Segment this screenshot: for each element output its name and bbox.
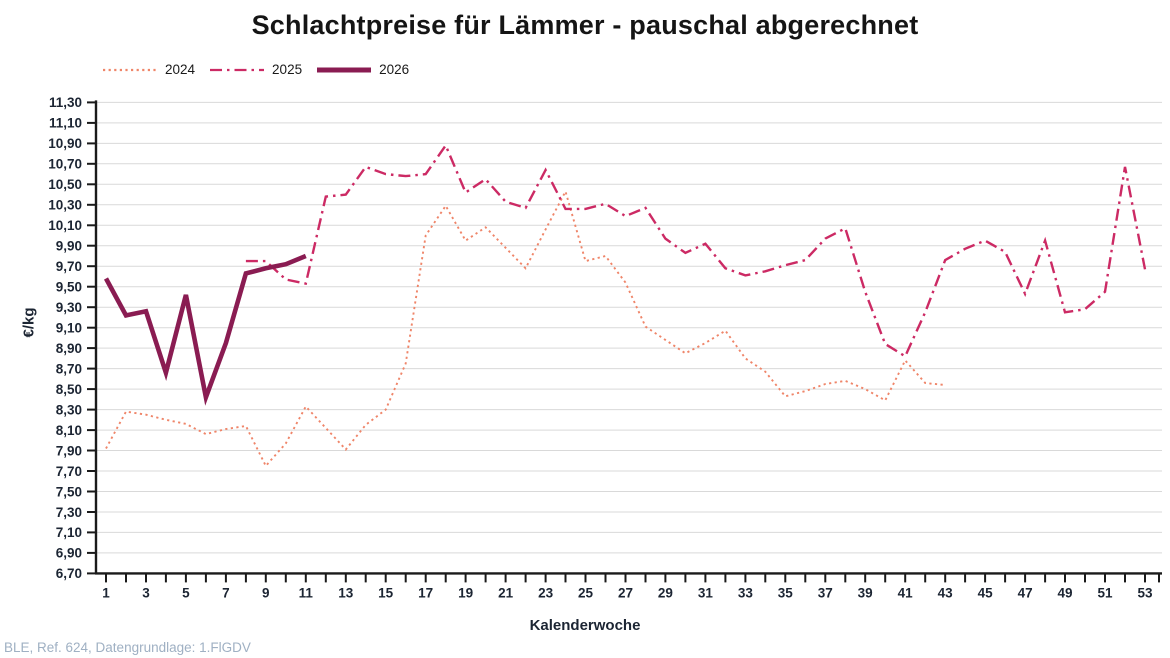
y-tick-label: 10,30 xyxy=(48,198,82,213)
y-tick-label: 11,10 xyxy=(49,116,82,131)
x-tick-label: 47 xyxy=(1018,585,1033,600)
x-tick-label: 19 xyxy=(458,585,473,600)
chart-title: Schlachtpreise für Lämmer - pauschal abg… xyxy=(251,10,919,40)
x-tick-label: 45 xyxy=(978,585,994,600)
y-tick-label: 9,30 xyxy=(56,300,82,315)
series-2025-line xyxy=(245,142,1147,359)
y-tick-label: 7,50 xyxy=(56,484,82,499)
axes xyxy=(94,100,1162,575)
x-axis-ticks: 1 3 5 7 9 11 13 15 17 19 21 23 25 27 29 31 33 35 37 39 41 43 4… xyxy=(102,573,1160,600)
x-tick-label: 53 xyxy=(1137,585,1153,600)
x-tick-label: 29 xyxy=(658,585,673,600)
y-tick-label: 10,50 xyxy=(48,177,82,192)
x-tick-label: 41 xyxy=(898,585,914,600)
x-axis-title: Kalenderwoche xyxy=(529,617,641,634)
y-tick-label: 6,70 xyxy=(56,566,82,581)
x-tick-label: 3 xyxy=(142,585,150,600)
legend-sample-solid-line xyxy=(317,67,372,72)
x-tick-label: 33 xyxy=(738,585,754,600)
y-tick-label: 10,90 xyxy=(48,136,82,151)
x-tick-label: 1 xyxy=(102,585,110,600)
x-tick-label: 7 xyxy=(222,585,230,600)
x-tick-label: 17 xyxy=(418,585,433,600)
x-tick-label: 21 xyxy=(498,585,514,600)
x-tick-label: 51 xyxy=(1097,585,1113,600)
gridlines xyxy=(96,101,1162,554)
y-tick-label: 9,10 xyxy=(56,321,82,336)
x-tick-label: 31 xyxy=(698,585,714,600)
x-tick-label: 37 xyxy=(818,585,833,600)
legend-label: 2025 xyxy=(272,62,303,77)
legend-item-2026: 2026 xyxy=(316,62,409,77)
x-tick-label: 13 xyxy=(338,585,354,600)
series-2024-line xyxy=(105,188,946,468)
y-tick-label: 11,30 xyxy=(49,95,82,110)
y-tick-label: 7,90 xyxy=(56,443,82,458)
source-footnote: BLE, Ref. 624, Datengrundlage: 1.FlGDV xyxy=(4,640,251,655)
legend-label: 2024 xyxy=(165,62,196,77)
y-axis-title: €/kg xyxy=(20,307,38,338)
x-tick-label: 25 xyxy=(578,585,594,600)
y-tick-label: 7,30 xyxy=(56,505,82,520)
y-tick-label: 8,90 xyxy=(56,341,82,356)
x-tick-label: 35 xyxy=(778,585,794,600)
legend-item-2025: 2025 xyxy=(209,62,302,77)
y-tick-label: 8,30 xyxy=(56,402,82,417)
chart-legend: 2024 2025 2026 xyxy=(102,62,409,77)
legend-item-2024: 2024 xyxy=(102,62,195,77)
x-tick-label: 39 xyxy=(858,585,873,600)
y-tick-label: 7,10 xyxy=(56,525,82,540)
y-axis-ticks: 11,30 11,10 10,90 10,70 10,50 10,30 10,10 9,90 9… xyxy=(48,95,96,581)
x-tick-label: 9 xyxy=(262,585,270,600)
x-tick-label: 15 xyxy=(378,585,394,600)
y-tick-label: 8,10 xyxy=(56,423,82,438)
x-tick-label: 49 xyxy=(1057,585,1072,600)
y-tick-label: 8,70 xyxy=(56,361,82,376)
y-tick-label: 9,50 xyxy=(56,280,82,295)
x-tick-label: 27 xyxy=(618,585,633,600)
legend-sample-dashdot-line xyxy=(210,68,265,71)
y-tick-label: 8,50 xyxy=(56,382,82,397)
y-tick-label: 10,10 xyxy=(48,218,82,233)
x-tick-label: 5 xyxy=(182,585,190,600)
legend-sample-dotted-line xyxy=(103,68,157,71)
y-tick-label: 10,70 xyxy=(48,157,82,172)
legend-label: 2026 xyxy=(379,62,410,77)
series-2026-line xyxy=(103,253,307,406)
x-tick-label: 11 xyxy=(299,585,314,600)
y-tick-label: 6,90 xyxy=(56,546,82,561)
y-tick-label: 9,90 xyxy=(56,239,82,254)
y-tick-label: 9,70 xyxy=(56,259,82,274)
x-tick-label: 23 xyxy=(538,585,554,600)
x-tick-label: 43 xyxy=(938,585,954,600)
y-tick-label: 7,70 xyxy=(56,464,82,479)
